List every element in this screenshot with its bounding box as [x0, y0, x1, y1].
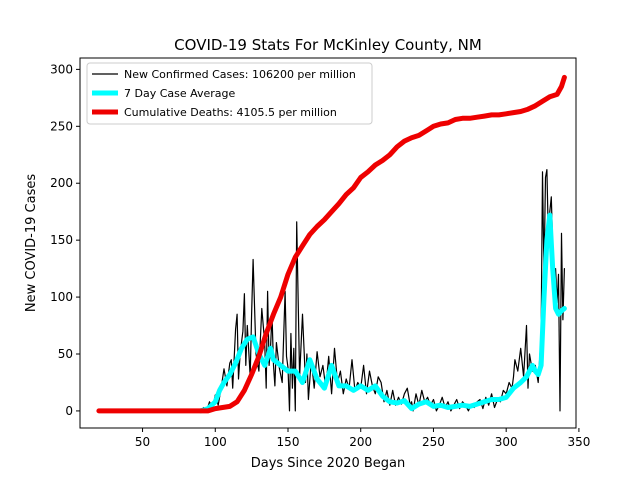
legend: New Confirmed Cases: 106200 per million 7…	[86, 62, 373, 125]
plot-frame	[79, 57, 577, 429]
legend-box	[86, 62, 373, 125]
x-tick-label: 250	[422, 435, 445, 449]
chart-title: COVID-19 Stats For McKinley County, NM	[174, 36, 482, 54]
x-tick-label: 350	[567, 435, 590, 449]
x-tick-label: 150	[277, 435, 300, 449]
y-tick-label: 200	[50, 176, 73, 190]
y-axis: 0 50 100 150 200 250 300	[50, 62, 80, 418]
x-tick-label: 100	[204, 435, 227, 449]
y-tick-label: 0	[65, 404, 73, 418]
y-tick-label: 100	[50, 290, 73, 304]
x-axis-label: Days Since 2020 Began	[251, 456, 406, 471]
y-tick-label: 300	[50, 62, 73, 76]
legend-entry: 7 Day Case Average	[124, 87, 236, 100]
x-tick-label: 200	[349, 435, 372, 449]
y-tick-label: 50	[58, 347, 73, 361]
x-tick-label: 50	[135, 435, 150, 449]
cumulative-deaths-line	[96, 74, 567, 414]
y-tick-label: 250	[50, 119, 73, 133]
y-axis-label: New COVID-19 Cases	[24, 174, 39, 312]
legend-entry: Cumulative Deaths: 4105.5 per million	[124, 106, 337, 119]
y-tick-label: 150	[50, 233, 73, 247]
x-axis: 50 100 150 200 250 300 350	[135, 428, 590, 449]
legend-entry: New Confirmed Cases: 106200 per million	[124, 68, 356, 81]
x-tick-label: 300	[495, 435, 518, 449]
